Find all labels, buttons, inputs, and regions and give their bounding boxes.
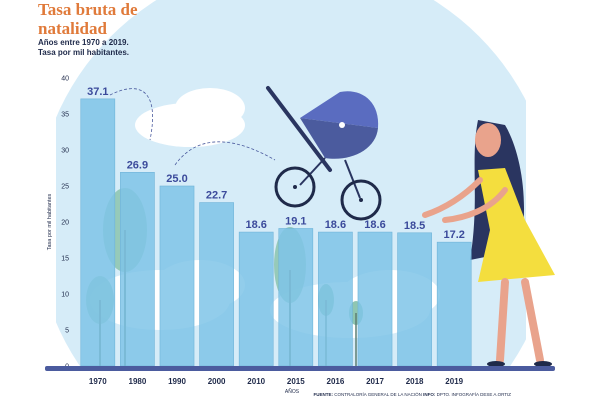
bar-2018 (397, 232, 432, 367)
bar-1990 (159, 185, 195, 367)
y-tick-label: 20 (61, 220, 69, 227)
info-text: DPTO. INFOGRAFÍA DESE A.ORTIZ (436, 392, 511, 397)
source-credit: FUENTE: CONTRALORÍA GENERAL DE LA NACIÓN… (313, 392, 511, 397)
bar-2016 (318, 231, 353, 367)
x-tick-label-2015: 2015 (287, 377, 305, 386)
value-label-2018: 18.5 (404, 220, 425, 232)
value-label-2010: 18.6 (245, 219, 266, 231)
value-label-1970: 37.1 (87, 86, 108, 98)
bar-2015 (278, 228, 314, 367)
x-tick-label-2000: 2000 (208, 377, 226, 386)
bar-2019 (436, 241, 472, 367)
x-tick-label-2018: 2018 (406, 377, 424, 386)
bar-2010 (238, 231, 274, 367)
subtitle-line-1: Años entre 1970 a 2019. (38, 38, 129, 47)
y-tick-label: 15 (61, 256, 69, 263)
x-axis: 1970 1980 1990 2000 2010 2015 2016 2017 2018 2019 (89, 377, 464, 386)
x-tick-label-2017: 2017 (366, 377, 384, 386)
x-tick-label-2019: 2019 (445, 377, 463, 386)
y-tick-label: 25 (61, 184, 69, 191)
bar-2000 (199, 202, 234, 367)
value-labels: 37.1 26.9 25.0 22.7 18.6 19.1 18.6 18.6 18.5 17.2 (87, 86, 465, 241)
bar-1980 (120, 172, 155, 367)
page-title: Tasa bruta de natalidad (38, 0, 138, 38)
x-axis-label: AÑOS (285, 388, 300, 395)
source-text: CONTRALORÍA GENERAL DE LA NACIÓN (334, 392, 422, 397)
bars (80, 98, 472, 367)
value-label-2016: 18.6 (325, 219, 346, 231)
value-label-1980: 26.9 (127, 159, 148, 171)
value-label-2019: 17.2 (443, 229, 464, 241)
value-label-2000: 22.7 (206, 190, 227, 202)
source-label: FUENTE: (313, 392, 333, 397)
value-label-1990: 25.0 (166, 173, 187, 185)
y-tick-label: 10 (61, 292, 69, 299)
y-tick-label: 35 (61, 112, 69, 119)
value-label-2017: 18.6 (364, 219, 385, 231)
x-tick-label-1980: 1980 (129, 377, 147, 386)
subtitle-line-2: Tasa por mil habitantes. (38, 48, 129, 57)
value-label-2015: 19.1 (285, 215, 306, 227)
x-tick-label-2010: 2010 (247, 377, 265, 386)
y-tick-label: 30 (61, 148, 69, 155)
y-tick-label: 40 (61, 76, 69, 83)
x-tick-label-1970: 1970 (89, 377, 107, 386)
stroller-illustration (266, 86, 382, 221)
bar-2017 (357, 231, 393, 367)
bar-1970 (80, 98, 116, 367)
y-tick-label: 5 (65, 328, 69, 335)
dashed-path-decoration (109, 88, 276, 166)
y-axis-label: Tasa por mil habitantes (47, 193, 53, 250)
baseline-bar (45, 366, 555, 371)
x-tick-label-2016: 2016 (327, 377, 345, 386)
x-tick-label-1990: 1990 (168, 377, 186, 386)
info-label: INFO: (423, 392, 436, 397)
page-subtitle: Años entre 1970 a 2019. Tasa por mil hab… (38, 38, 188, 58)
woman-illustration (422, 120, 555, 367)
